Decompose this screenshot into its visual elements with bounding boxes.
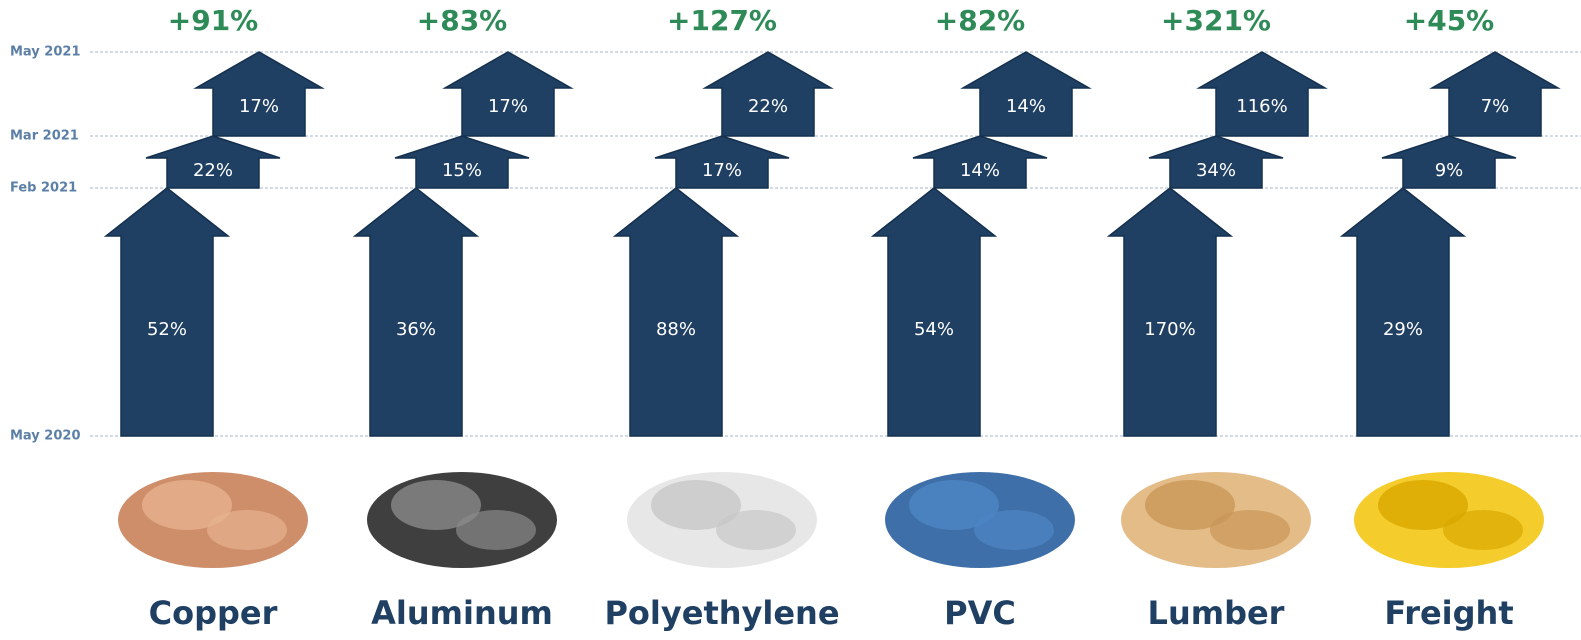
arrow (442, 51, 574, 137)
picture-shape (207, 510, 287, 550)
material-picture (885, 472, 1075, 568)
time-label: Mar 2021 (10, 129, 79, 144)
arrow (394, 135, 530, 189)
change-label: 170% (1144, 319, 1195, 340)
total-change: +91% (168, 4, 258, 37)
material-picture (627, 472, 817, 568)
arrow (1106, 187, 1234, 437)
arrow (960, 51, 1092, 137)
picture-shape (716, 510, 796, 550)
arrow (912, 135, 1048, 189)
total-change: +321% (1161, 4, 1271, 37)
time-label: Feb 2021 (10, 181, 77, 196)
material-name: Polyethylene (604, 594, 839, 632)
change-label: 15% (442, 160, 482, 181)
material-name: Aluminum (371, 594, 553, 632)
time-label: May 2021 (10, 45, 81, 60)
arrow (1339, 187, 1467, 437)
change-label: 17% (702, 160, 742, 181)
material-picture (1121, 472, 1311, 568)
picture-shape (142, 480, 232, 530)
picture-shape (651, 480, 741, 530)
arrow (103, 187, 231, 437)
change-label: 29% (1383, 319, 1423, 340)
picture-shape (1443, 510, 1523, 550)
change-label: 17% (488, 96, 528, 117)
change-label: 14% (1006, 96, 1046, 117)
arrow (1429, 51, 1561, 137)
material-name: PVC (944, 594, 1016, 632)
arrow (1196, 51, 1328, 137)
arrow (1148, 135, 1284, 189)
change-label: 22% (193, 160, 233, 181)
picture-shape (391, 480, 481, 530)
change-label: 9% (1435, 160, 1464, 181)
picture-shape (456, 510, 536, 550)
total-change: +45% (1404, 4, 1494, 37)
material-picture (367, 472, 557, 568)
total-change: +83% (417, 4, 507, 37)
arrow (352, 187, 480, 437)
picture-shape (1210, 510, 1290, 550)
change-label: 22% (748, 96, 788, 117)
change-label: 88% (656, 319, 696, 340)
arrow (654, 135, 790, 189)
change-label: 116% (1236, 96, 1287, 117)
change-label: 17% (239, 96, 279, 117)
arrow (1381, 135, 1517, 189)
arrow (145, 135, 281, 189)
time-label: May 2020 (10, 429, 81, 444)
arrow (193, 51, 325, 137)
material-name: Copper (149, 594, 278, 632)
material-name: Freight (1384, 594, 1513, 632)
change-label: 52% (147, 319, 187, 340)
picture-shape (1378, 480, 1468, 530)
material-picture (118, 472, 308, 568)
arrow (702, 51, 834, 137)
change-label: 36% (396, 319, 436, 340)
material-name: Lumber (1148, 594, 1285, 632)
arrow (612, 187, 740, 437)
material-picture (1354, 472, 1544, 568)
change-label: 34% (1196, 160, 1236, 181)
picture-shape (909, 480, 999, 530)
change-label: 14% (960, 160, 1000, 181)
total-change: +127% (667, 4, 777, 37)
change-label: 7% (1481, 96, 1510, 117)
picture-shape (1145, 480, 1235, 530)
total-change: +82% (935, 4, 1025, 37)
change-label: 54% (914, 319, 954, 340)
arrow (870, 187, 998, 437)
picture-shape (974, 510, 1054, 550)
